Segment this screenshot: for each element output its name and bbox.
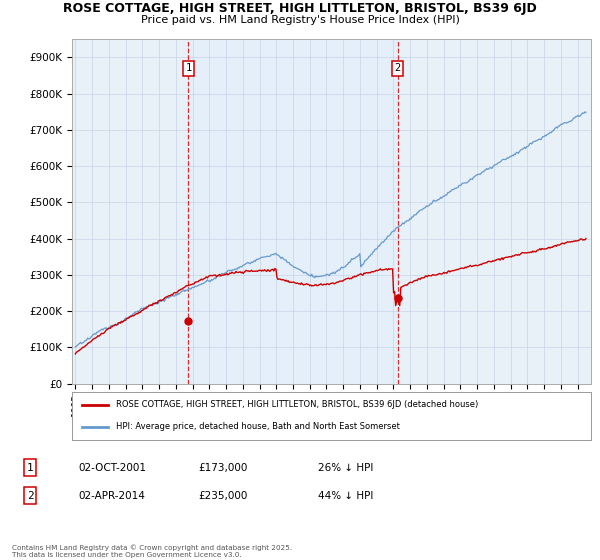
Text: 02-OCT-2001: 02-OCT-2001 <box>78 463 146 473</box>
Bar <box>188 39 398 384</box>
Text: HPI: Average price, detached house, Bath and North East Somerset: HPI: Average price, detached house, Bath… <box>116 422 400 431</box>
Text: 2: 2 <box>26 491 34 501</box>
Text: Price paid vs. HM Land Registry's House Price Index (HPI): Price paid vs. HM Land Registry's House … <box>140 15 460 25</box>
Text: £173,000: £173,000 <box>198 463 247 473</box>
Text: 1: 1 <box>26 463 34 473</box>
Text: 1: 1 <box>185 63 191 73</box>
Text: ROSE COTTAGE, HIGH STREET, HIGH LITTLETON, BRISTOL, BS39 6JD: ROSE COTTAGE, HIGH STREET, HIGH LITTLETO… <box>63 2 537 15</box>
Text: 2: 2 <box>395 63 401 73</box>
Text: Contains HM Land Registry data © Crown copyright and database right 2025.
This d: Contains HM Land Registry data © Crown c… <box>12 545 292 558</box>
Text: 26% ↓ HPI: 26% ↓ HPI <box>318 463 373 473</box>
Text: £235,000: £235,000 <box>198 491 247 501</box>
Text: 44% ↓ HPI: 44% ↓ HPI <box>318 491 373 501</box>
Text: 02-APR-2014: 02-APR-2014 <box>78 491 145 501</box>
Text: ROSE COTTAGE, HIGH STREET, HIGH LITTLETON, BRISTOL, BS39 6JD (detached house): ROSE COTTAGE, HIGH STREET, HIGH LITTLETO… <box>116 400 478 409</box>
